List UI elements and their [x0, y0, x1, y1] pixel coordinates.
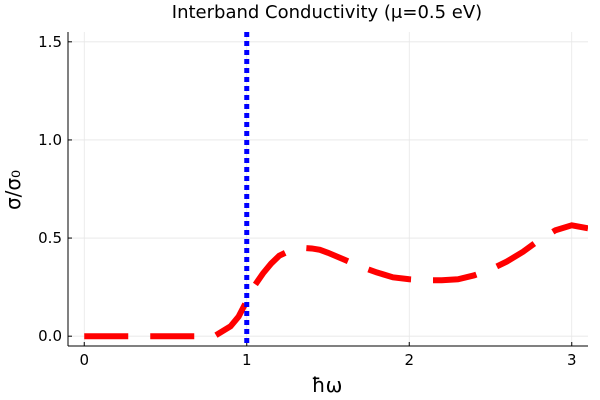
x-axis-label: ħω [312, 373, 343, 397]
chart-title: Interband Conductivity (μ=0.5 eV) [172, 2, 482, 23]
y-tick-label-2: 1.0 [38, 131, 62, 149]
series-line-0 [84, 222, 588, 340]
y-tick-label-1: 0.5 [38, 229, 62, 247]
y-tick-label-0: 0.0 [38, 327, 62, 345]
x-tick-label-1: 1 [242, 351, 252, 369]
x-tick-label-0: 0 [79, 351, 89, 369]
y-tick-label-3: 1.5 [38, 33, 62, 51]
y-axis-label: σ/σ₀ [1, 170, 25, 210]
x-tick-label-2: 2 [404, 351, 414, 369]
x-tick-label-3: 3 [567, 351, 577, 369]
plot-area: 0 1 2 3 0.0 0.5 1.0 1.5 [38, 32, 588, 369]
